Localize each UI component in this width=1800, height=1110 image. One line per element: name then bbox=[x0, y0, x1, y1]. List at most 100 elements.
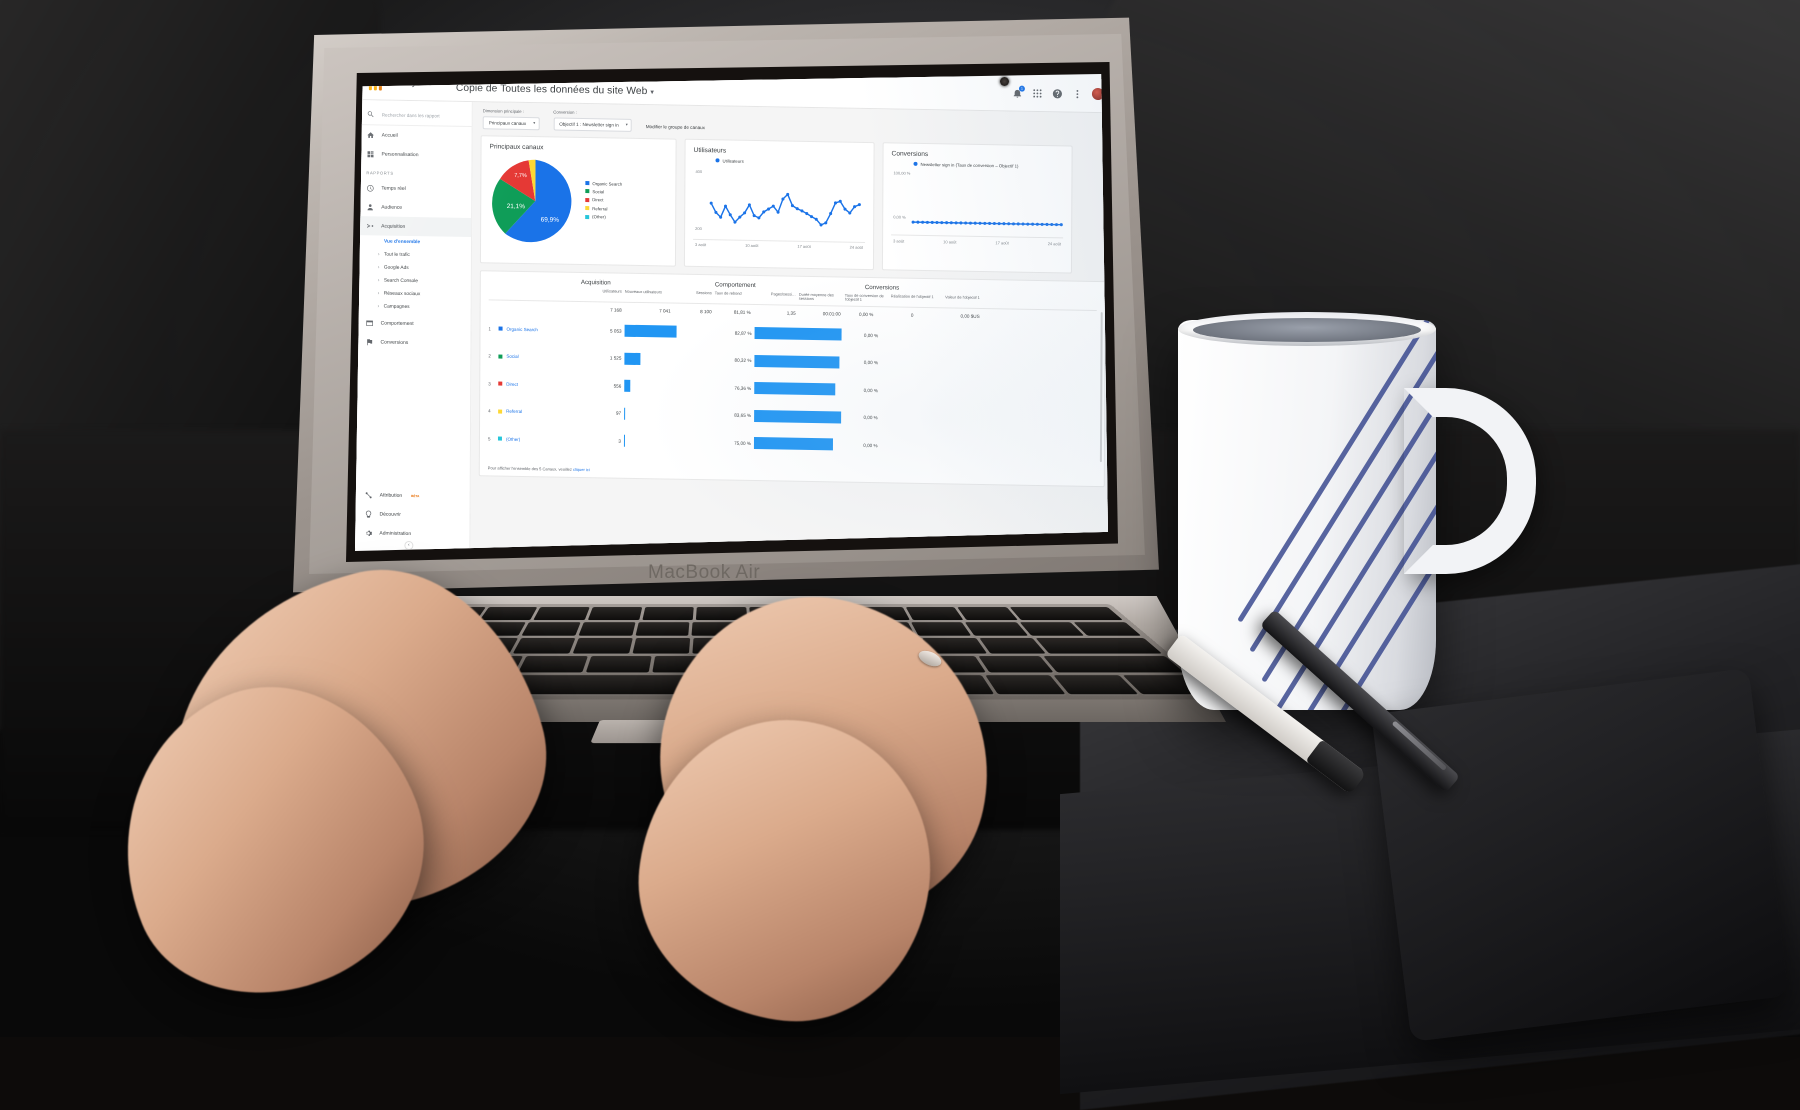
x-tick: 17 août bbox=[797, 244, 810, 249]
pie-chart-svg[interactable]: 69,9% 21,1% 7,7% bbox=[489, 154, 582, 248]
row-utilisateurs: 5 053 bbox=[581, 327, 625, 333]
apps-grid-icon[interactable] bbox=[1032, 87, 1043, 98]
conversion-select[interactable]: Objectif 1 : Newsletter sign in bbox=[553, 117, 632, 131]
home-icon bbox=[367, 131, 375, 139]
row-utilisateurs-bar bbox=[624, 352, 680, 365]
help-icon[interactable] bbox=[1052, 88, 1063, 99]
row-rank: 3 bbox=[488, 381, 494, 386]
row-utilisateurs-bar bbox=[624, 380, 680, 393]
sidebar-item-label: Temps réel bbox=[381, 185, 405, 191]
total-taux-rebond: 81,81 % bbox=[715, 310, 755, 316]
legend-swatch-organic-search bbox=[585, 181, 589, 185]
row-color-swatch bbox=[498, 409, 502, 413]
sidebar-item-decouvrir[interactable]: Découvrir bbox=[355, 504, 470, 525]
row-taux-rebond: 76,36 % bbox=[714, 385, 754, 391]
flag-icon bbox=[365, 338, 373, 346]
total-utilisateurs: 7 168 bbox=[581, 307, 625, 313]
footnote-link[interactable]: cliquer ici bbox=[573, 467, 590, 472]
sidebar-item-personnalisation[interactable]: › Personnalisation bbox=[355, 144, 472, 165]
total-pages-session: 1,35 bbox=[755, 310, 799, 316]
row-rebond-bar bbox=[755, 327, 845, 341]
x-tick: 3 août bbox=[695, 242, 706, 247]
col-header-pages-session[interactable]: Pages/sessi… bbox=[755, 292, 799, 303]
sidebar-item-conversions[interactable]: › Conversions bbox=[355, 332, 471, 353]
app-body: Rechercher dans les rapport Accueil › Pe… bbox=[355, 100, 1108, 551]
legend-item: Direct bbox=[585, 197, 622, 203]
col-header-taux-conversion[interactable]: Taux de conversion de l'objectif 1 bbox=[845, 293, 891, 304]
legend-label: Organic Search bbox=[592, 181, 622, 187]
users-chart-legend: Utilisateurs bbox=[716, 158, 866, 166]
y-tick-max: 400 bbox=[695, 168, 702, 173]
pie-chart: 69,9% 21,1% 7,7% Organic Search Social D… bbox=[489, 154, 668, 249]
header-actions: 1 bbox=[1012, 86, 1104, 100]
more-vert-icon[interactable] bbox=[1072, 88, 1083, 99]
sidebar-item-administration[interactable]: Administration bbox=[355, 523, 469, 544]
total-realisation: 0 bbox=[891, 313, 937, 319]
sidebar-collapse-button[interactable]: ‹ bbox=[404, 541, 413, 550]
sidebar-item-label: Administration bbox=[379, 530, 411, 537]
chevron-down-icon[interactable]: ▾ bbox=[650, 89, 654, 96]
sidebar-item-attribution[interactable]: Attribution BÊTA bbox=[355, 485, 470, 506]
sidebar-item-accueil[interactable]: Accueil bbox=[355, 125, 472, 146]
sidebar-item-audience[interactable]: › Audience bbox=[355, 197, 471, 218]
x-tick: 10 août bbox=[745, 243, 758, 248]
users-chart-title: Utilisateurs bbox=[694, 146, 866, 156]
row-taux-rebond: 82,87 % bbox=[715, 330, 755, 336]
sidebar-item-acquisition[interactable]: ▾ Acquisition bbox=[355, 216, 471, 237]
legend-dot-newsletter bbox=[914, 161, 918, 165]
sidebar-bottom-group: Attribution BÊTA Découvrir Administratio… bbox=[355, 485, 470, 544]
legend-label: Referral bbox=[592, 206, 607, 211]
page-title[interactable]: Copie de Toutes les données du site Web … bbox=[456, 83, 654, 97]
bell-icon[interactable]: 1 bbox=[1012, 87, 1023, 98]
row-channel[interactable]: 4 Referral bbox=[488, 408, 580, 415]
conversions-line-svg[interactable] bbox=[911, 171, 1063, 232]
col-header-duree-moyenne[interactable]: Durée moyenne des sessions bbox=[799, 292, 845, 303]
sidebar-item-temps-reel[interactable]: › Temps réel bbox=[355, 178, 471, 199]
behavior-icon bbox=[366, 319, 374, 327]
row-rank: 4 bbox=[488, 408, 494, 413]
row-channel-label: Referral bbox=[506, 409, 522, 414]
legend-item: Referral bbox=[585, 206, 622, 212]
sidebar-item-label: Conversions bbox=[380, 339, 408, 345]
conversion-group: Conversion : Objectif 1 : Newsletter sig… bbox=[553, 109, 632, 131]
col-header-channel[interactable] bbox=[489, 287, 581, 298]
svg-text:21,1%: 21,1% bbox=[507, 203, 526, 210]
row-channel-label: Organic Search bbox=[507, 326, 538, 332]
legend-item: Social bbox=[585, 189, 622, 195]
col-header-taux-de-rebond[interactable]: Taux de rebond bbox=[715, 291, 755, 301]
primary-dimension-group: Dimension principale : Principaux canaux bbox=[483, 108, 540, 129]
sidebar-item-label: Acquisition bbox=[381, 223, 405, 229]
primary-dimension-select[interactable]: Principaux canaux bbox=[483, 116, 540, 130]
mug-interior bbox=[1193, 318, 1421, 342]
col-header-realisation-objectif[interactable]: Réalisation de l'objectif 1 bbox=[891, 294, 937, 305]
y-tick-min: 200 bbox=[695, 225, 702, 230]
row-utilisateurs-bar bbox=[624, 407, 680, 420]
conversion-label: Conversion : bbox=[553, 109, 632, 115]
y-tick-max: 100,00 % bbox=[893, 171, 910, 176]
legend-dot-utilisateurs bbox=[716, 158, 720, 162]
row-taux-conversion: 0,00 % bbox=[844, 442, 900, 448]
col-header-utilisateurs[interactable]: Utilisateurs bbox=[581, 288, 625, 299]
search-input[interactable]: Rechercher dans les rapport bbox=[355, 104, 472, 127]
sidebar-item-label: Accueil bbox=[382, 132, 398, 138]
pie-chart-title: Principaux canaux bbox=[490, 143, 668, 153]
users-line-svg[interactable] bbox=[709, 171, 861, 238]
row-sessions bbox=[681, 332, 715, 333]
row-sessions bbox=[680, 387, 714, 388]
acquisition-icon bbox=[366, 222, 374, 230]
row-channel[interactable]: 5(Other) bbox=[488, 436, 580, 443]
col-header-nouveaux-utilisateurs[interactable]: Nouveaux utilisateurs bbox=[625, 289, 681, 300]
photo-scene: Analytics Tous les comptes › Account Nam… bbox=[0, 0, 1800, 1037]
table-scrollbar[interactable] bbox=[1099, 312, 1102, 462]
total-sessions: 8 100 bbox=[681, 309, 715, 315]
sidebar-item-label: Personnalisation bbox=[382, 151, 419, 158]
sidebar-item-comportement[interactable]: › Comportement bbox=[355, 313, 471, 334]
sidebar: Rechercher dans les rapport Accueil › Pe… bbox=[355, 100, 473, 550]
col-header-valeur-objectif[interactable]: Valeur de l'objectif 1 bbox=[937, 295, 983, 306]
col-header-sessions[interactable]: Sessions bbox=[681, 290, 715, 300]
row-utilisateurs: 1 525 bbox=[580, 355, 624, 361]
edit-channel-group-link[interactable]: Modifier le groupe de canaux bbox=[646, 124, 705, 133]
